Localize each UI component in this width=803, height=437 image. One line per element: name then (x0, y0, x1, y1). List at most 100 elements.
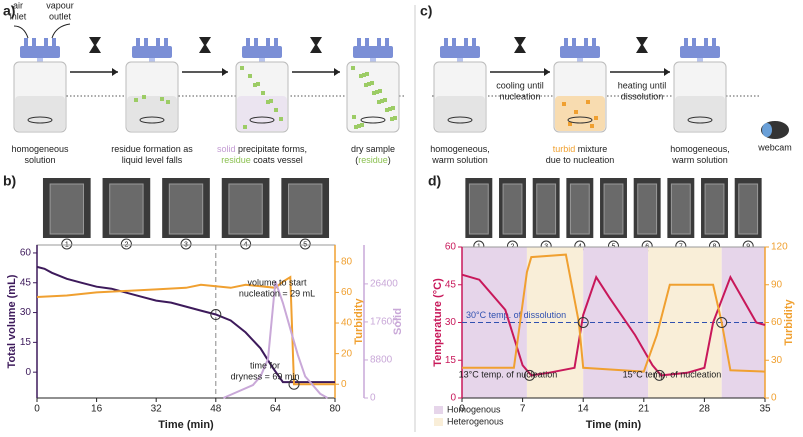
vessel-port (44, 38, 48, 47)
photo-vessel (637, 183, 658, 235)
stirrer (139, 116, 165, 124)
point-marker (577, 317, 589, 328)
vessel-cap (20, 46, 60, 58)
caption-line: warm solution (671, 155, 728, 165)
arrow-head (112, 68, 118, 76)
vessel-particle (375, 90, 379, 94)
vessel-fluid (555, 96, 605, 131)
photo-vessel (670, 183, 691, 235)
photo-vessel (704, 183, 725, 235)
y-tick-label: 45 (445, 279, 457, 290)
series-line (461, 273, 766, 377)
y-tick-label: 45 (20, 277, 32, 288)
x-tick-label: 32 (151, 404, 163, 415)
caption-segment: mixture (575, 144, 607, 154)
vessel-port (32, 38, 36, 47)
label-line: heating until (618, 80, 667, 90)
vessel-port (584, 38, 588, 47)
y-tick-label: 0 (25, 367, 31, 378)
y2-tick-label: 40 (341, 318, 353, 329)
photo-index-badge (61, 238, 73, 250)
vessel-particle (378, 89, 382, 93)
vessel-particle (359, 74, 363, 78)
vessel-particle (266, 100, 270, 104)
label-line: outlet (49, 11, 72, 21)
caption-segment: homogeneous, (430, 144, 490, 154)
caption-line: due to nucleation (546, 155, 615, 165)
y-tick-label: 0 (450, 393, 456, 404)
label-line: dissolution (621, 91, 664, 101)
photo-vessel (49, 183, 84, 235)
y3-tick-label: 26400 (370, 279, 398, 290)
point-marker (716, 317, 728, 328)
x-tick-label: 16 (91, 404, 103, 415)
vessel-particle (364, 83, 368, 87)
vessel-cap (242, 46, 282, 58)
caption-segment: liquid level falls (122, 155, 183, 165)
vessel-port (365, 38, 369, 47)
vessel-particle (568, 122, 572, 126)
photo-vessel (168, 183, 204, 235)
stirrer (360, 116, 386, 124)
y-axis-title: Total volume (mL) (6, 274, 18, 368)
vessel-port (692, 38, 696, 47)
webcam-lens (762, 123, 772, 137)
photo-index-badge (180, 238, 192, 250)
photo-index-badge (299, 238, 311, 250)
x-axis-title: Time (min) (586, 419, 642, 431)
legend-label: Heterogenous (447, 416, 504, 426)
vessel-particle (393, 116, 397, 120)
vessel-particle (243, 125, 247, 129)
vessel-port (136, 38, 140, 47)
vessel-particle (256, 82, 260, 86)
vessel-particle (279, 117, 283, 121)
y3-tick-label: 0 (370, 393, 376, 404)
y2-tick-label: 60 (341, 287, 353, 298)
x-tick-label: 7 (520, 404, 526, 415)
label-line: volume to start (247, 277, 307, 287)
vessel-port (564, 38, 568, 47)
y-tick-label: 60 (20, 248, 32, 259)
vessel-particle (357, 124, 361, 128)
y-axis-title: Temperature (°C) (432, 278, 444, 367)
vessel-particle (574, 110, 578, 114)
vessel-particle (370, 81, 374, 85)
vessel-port (592, 38, 596, 47)
vessel-particle (351, 66, 355, 70)
arrow-head (222, 68, 228, 76)
photo-vessel (109, 183, 144, 235)
vessel-particle (562, 102, 566, 106)
caption-line: turbid mixture (553, 144, 608, 154)
series-line (36, 275, 335, 386)
legend-label: Homogenous (447, 404, 501, 414)
vessel-particle (388, 107, 392, 111)
caption-line: residue formation as (111, 144, 193, 154)
caption-line: dry sample (351, 144, 395, 154)
arrow-head (664, 68, 670, 76)
vessel-particle (586, 100, 590, 104)
y2-tick-label: 80 (341, 256, 353, 267)
stirrer (687, 116, 713, 124)
vessel-port (572, 38, 576, 47)
vessel-port (52, 38, 56, 47)
label-line: 13°C temp. of nucleation (459, 369, 558, 379)
point-marker (210, 309, 222, 321)
flow-arrow (13, 25, 29, 39)
photo-vessel (738, 183, 759, 235)
point-marker (524, 369, 536, 381)
vessel-fluid (675, 96, 725, 131)
series-line (222, 280, 329, 399)
y-tick-label: 60 (445, 242, 457, 253)
arrow-head (334, 68, 340, 76)
hourglass (310, 37, 322, 53)
caption-line: warm solution (431, 155, 488, 165)
vessel-port (452, 38, 456, 47)
photo-vessel (569, 183, 590, 235)
caption-line: solid precipitate forms, (217, 144, 307, 154)
vessel-port (357, 38, 361, 47)
vessel-fluid (127, 96, 177, 131)
vessel-port (24, 38, 28, 47)
vessel-port (712, 38, 716, 47)
hourglass (89, 37, 101, 53)
